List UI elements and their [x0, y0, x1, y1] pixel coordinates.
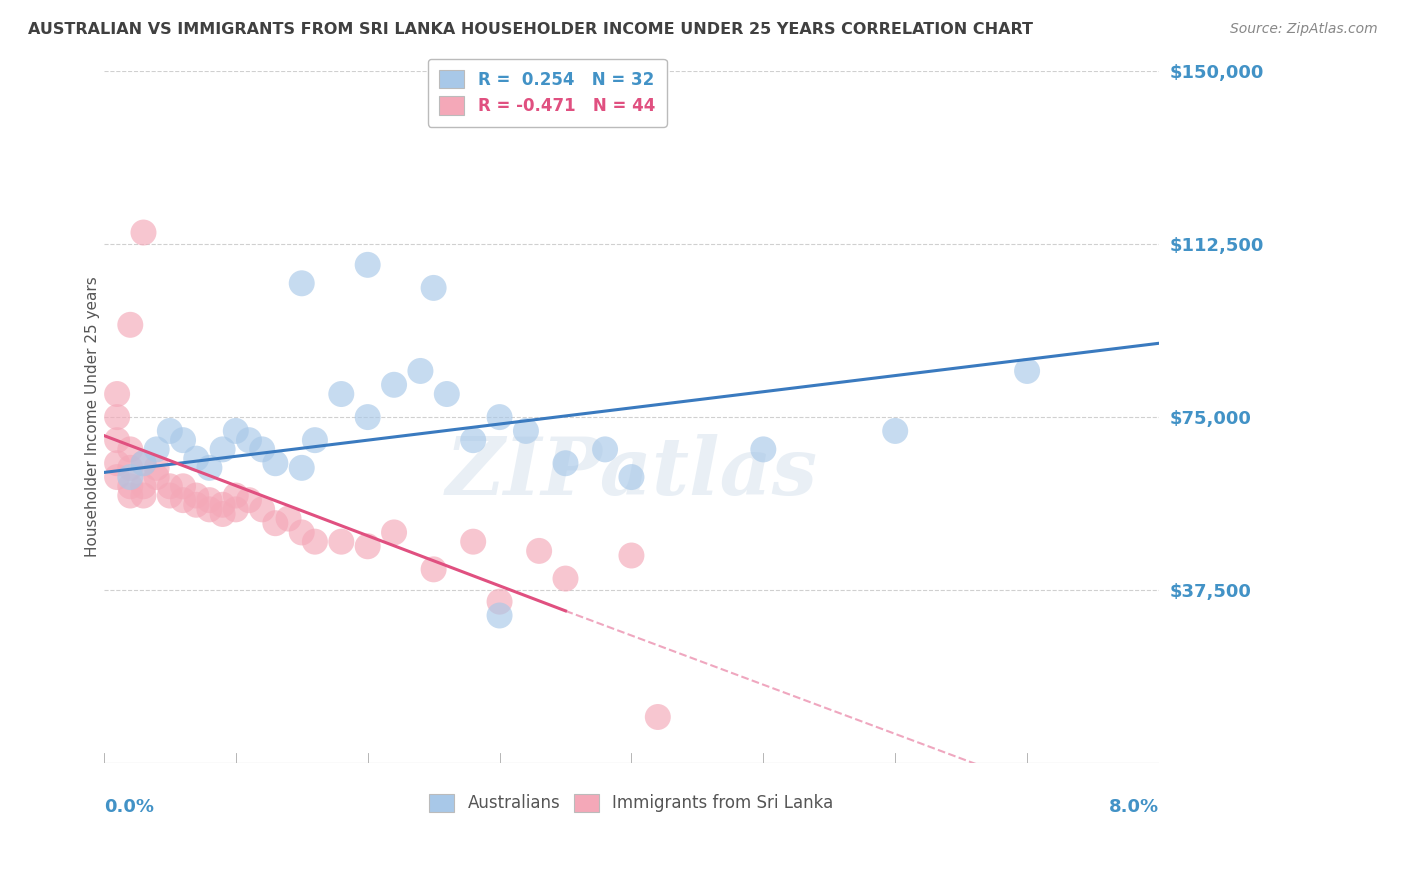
Point	[159, 489, 181, 503]
Point	[357, 539, 380, 553]
Point	[463, 534, 485, 549]
Point	[291, 525, 314, 540]
Point	[488, 410, 510, 425]
Point	[105, 456, 128, 470]
Point	[264, 456, 287, 470]
Text: 8.0%: 8.0%	[1109, 797, 1159, 815]
Point	[291, 277, 314, 291]
Point	[488, 594, 510, 608]
Point	[250, 442, 273, 457]
Point	[436, 387, 458, 401]
Point	[620, 470, 643, 484]
Point	[211, 442, 233, 457]
Point	[225, 502, 247, 516]
Point	[238, 493, 260, 508]
Point	[554, 456, 576, 470]
Point	[620, 549, 643, 563]
Point	[159, 424, 181, 438]
Point	[105, 470, 128, 484]
Point	[225, 489, 247, 503]
Text: 0.0%: 0.0%	[104, 797, 153, 815]
Point	[488, 608, 510, 623]
Point	[225, 424, 247, 438]
Point	[172, 433, 194, 447]
Point	[752, 442, 775, 457]
Point	[105, 387, 128, 401]
Point	[422, 281, 444, 295]
Point	[330, 387, 353, 401]
Point	[884, 424, 907, 438]
Text: Source: ZipAtlas.com: Source: ZipAtlas.com	[1230, 22, 1378, 37]
Point	[198, 493, 221, 508]
Point	[330, 534, 353, 549]
Point	[238, 433, 260, 447]
Point	[120, 479, 142, 493]
Point	[422, 562, 444, 576]
Point	[132, 456, 155, 470]
Point	[159, 479, 181, 493]
Point	[198, 502, 221, 516]
Y-axis label: Householder Income Under 25 years: Householder Income Under 25 years	[86, 277, 100, 558]
Point	[382, 525, 405, 540]
Point	[145, 470, 167, 484]
Point	[132, 479, 155, 493]
Text: ZIPatlas: ZIPatlas	[446, 434, 817, 511]
Point	[527, 544, 550, 558]
Point	[186, 498, 208, 512]
Point	[647, 710, 669, 724]
Point	[304, 534, 326, 549]
Point	[1017, 364, 1039, 378]
Point	[515, 424, 537, 438]
Point	[105, 410, 128, 425]
Point	[593, 442, 616, 457]
Point	[198, 460, 221, 475]
Point	[132, 456, 155, 470]
Point	[463, 433, 485, 447]
Point	[120, 460, 142, 475]
Point	[357, 410, 380, 425]
Point	[186, 451, 208, 466]
Point	[145, 460, 167, 475]
Point	[382, 377, 405, 392]
Point	[172, 493, 194, 508]
Point	[409, 364, 432, 378]
Point	[357, 258, 380, 272]
Point	[264, 516, 287, 531]
Point	[120, 442, 142, 457]
Point	[120, 470, 142, 484]
Point	[304, 433, 326, 447]
Point	[132, 489, 155, 503]
Point	[145, 442, 167, 457]
Point	[120, 489, 142, 503]
Point	[211, 507, 233, 521]
Point	[172, 479, 194, 493]
Point	[186, 489, 208, 503]
Point	[554, 572, 576, 586]
Text: AUSTRALIAN VS IMMIGRANTS FROM SRI LANKA HOUSEHOLDER INCOME UNDER 25 YEARS CORREL: AUSTRALIAN VS IMMIGRANTS FROM SRI LANKA …	[28, 22, 1033, 37]
Point	[120, 318, 142, 332]
Legend: Australians, Immigrants from Sri Lanka: Australians, Immigrants from Sri Lanka	[418, 782, 845, 824]
Point	[277, 511, 299, 525]
Point	[211, 498, 233, 512]
Point	[105, 433, 128, 447]
Point	[132, 226, 155, 240]
Point	[250, 502, 273, 516]
Point	[291, 460, 314, 475]
